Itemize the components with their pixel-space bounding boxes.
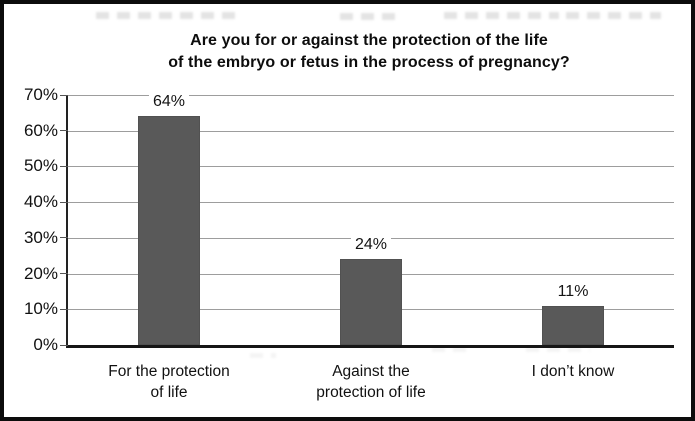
y-axis-tick [60, 201, 68, 203]
chart-title-line-1: Are you for or against the protection of… [190, 32, 548, 49]
scan-artifact [96, 12, 241, 19]
y-axis-tick [60, 165, 68, 167]
bar-value-label: 24% [350, 236, 392, 255]
gridline [68, 130, 674, 132]
y-axis-tick [60, 130, 68, 132]
x-axis-label-line: I don’t know [531, 363, 615, 380]
plot-area: 70% 60% 50% 40% 30% 20% 10% 0% 64% For the protec… [24, 85, 674, 401]
chart-title: Are you for or against the protection of… [66, 30, 672, 74]
bar [340, 259, 402, 345]
y-axis-label: 10% [23, 299, 58, 319]
scan-artifact [444, 12, 559, 19]
y-axis-label: 50% [23, 156, 58, 176]
scan-artifact [566, 12, 661, 19]
chart-title-line-2: of the embryo or fetus in the process of… [168, 54, 570, 71]
x-axis-category-label: Against the protection of life [270, 361, 472, 403]
y-axis-tick [60, 273, 68, 275]
y-axis-tick [60, 237, 68, 239]
y-axis-label: 60% [23, 120, 58, 140]
bar [138, 116, 200, 345]
x-axis-label-line: Against the [332, 363, 410, 380]
x-axis-label-line: of life [150, 384, 188, 401]
y-axis-tick [60, 308, 68, 310]
y-axis-tick [60, 94, 68, 96]
y-axis-label: 40% [23, 192, 58, 212]
gridline [68, 166, 674, 168]
scan-artifact [432, 347, 474, 352]
x-axis-category-label: For the protection of life [68, 361, 270, 403]
scan-artifact [250, 353, 276, 358]
x-axis-label-line: For the protection [108, 363, 230, 380]
x-axis-category-label: I don’t know [472, 361, 674, 382]
y-axis-label: 20% [23, 263, 58, 283]
y-axis-tick [60, 344, 68, 346]
gridline [68, 202, 674, 204]
y-axis-label: 30% [23, 227, 58, 247]
x-axis-label-line: protection of life [316, 384, 426, 401]
scan-artifact [526, 347, 590, 352]
y-axis-label: 70% [23, 85, 58, 104]
gridline [68, 95, 674, 96]
y-axis-label: 0% [33, 335, 58, 354]
bar-value-label: 64% [148, 93, 190, 112]
scan-artifact [340, 13, 398, 20]
bar-value-label: 11% [553, 282, 593, 301]
bar [542, 305, 604, 345]
